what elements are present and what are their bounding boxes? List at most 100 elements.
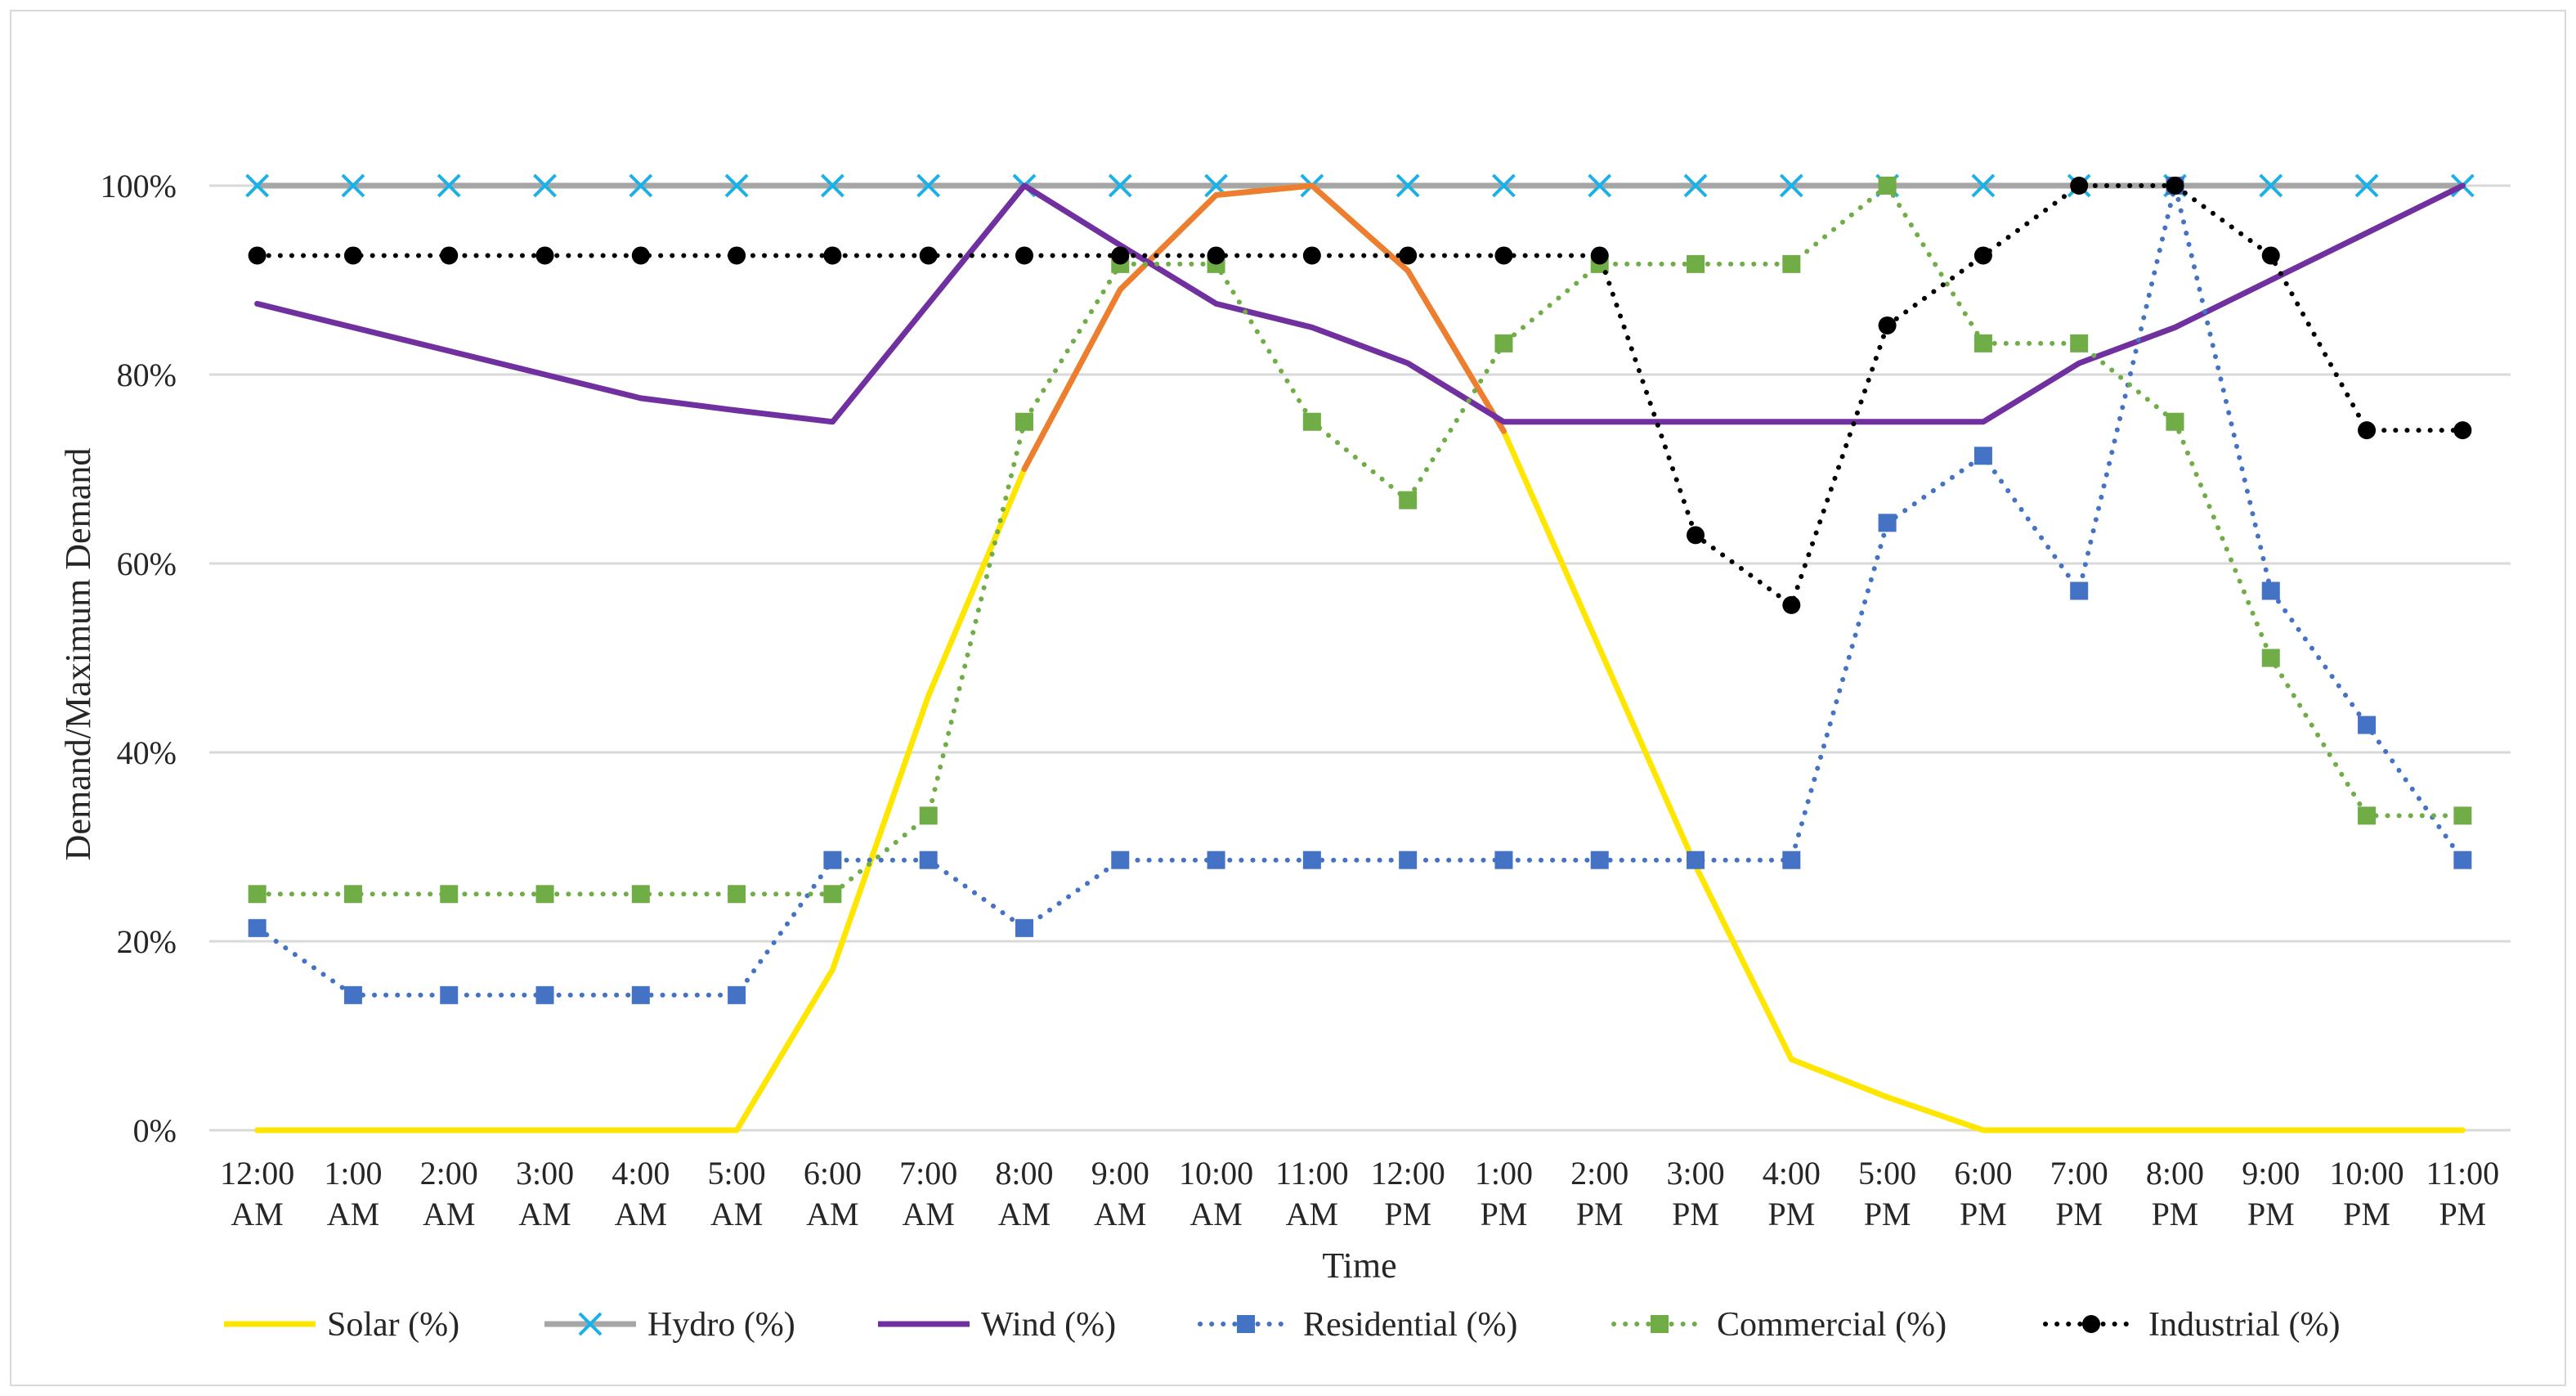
data-point — [535, 885, 554, 904]
data-point — [248, 246, 267, 265]
legend-label: Solar (%) — [327, 1306, 459, 1344]
x-tick-label-time: 2:00 — [1570, 1155, 1628, 1192]
x-tick-label-time: 3:00 — [516, 1155, 574, 1192]
x-tick-label-ampm: AM — [1094, 1196, 1146, 1232]
y-tick-label: 0% — [133, 1112, 177, 1149]
data-point — [1973, 447, 1992, 465]
series-solar — [254, 182, 2466, 1133]
series-line — [254, 183, 2466, 998]
series-line — [254, 182, 2466, 1133]
x-tick-label-time: 9:00 — [2242, 1155, 2300, 1192]
data-point — [1111, 246, 1130, 265]
x-tick-label-time: 6:00 — [804, 1155, 862, 1192]
data-point — [631, 985, 650, 1004]
data-point — [1015, 918, 1033, 937]
data-point — [1399, 246, 1418, 265]
x-tick-label-ampm: AM — [806, 1196, 858, 1232]
x-tick-label-time: 8:00 — [2146, 1155, 2204, 1192]
data-point — [248, 885, 267, 904]
legend-marker — [1237, 1315, 1255, 1333]
x-tick-label-time: 11:00 — [2426, 1155, 2500, 1192]
series-industrial — [248, 177, 2472, 614]
x-tick-label-time: 12:00 — [1371, 1155, 1445, 1192]
legend-marker — [1651, 1315, 1669, 1333]
data-point — [1494, 334, 1513, 352]
data-point — [343, 885, 362, 904]
data-point — [1683, 173, 1708, 198]
x-tick-label-ampm: PM — [1864, 1196, 1911, 1232]
x-tick-label-ampm: PM — [2343, 1196, 2390, 1232]
data-point — [728, 885, 746, 904]
data-point — [1302, 851, 1321, 869]
series-residential — [248, 177, 2472, 1004]
data-point — [1878, 514, 1897, 532]
data-point — [1687, 526, 1705, 545]
data-point — [341, 173, 365, 198]
x-tick-label-time: 11:00 — [1275, 1155, 1349, 1192]
series-line — [254, 183, 2466, 897]
legend-marker — [2082, 1315, 2100, 1333]
x-tick-label-ampm: PM — [2055, 1196, 2103, 1232]
y-tick-label: 20% — [117, 923, 177, 960]
data-point — [1782, 254, 1801, 273]
data-point — [823, 885, 842, 904]
data-point — [2453, 421, 2472, 440]
data-point — [1207, 246, 1225, 265]
data-point — [2070, 177, 2089, 195]
x-tick-label-time: 4:00 — [612, 1155, 670, 1192]
series-line — [254, 183, 2466, 608]
series-commercial — [248, 177, 2472, 904]
data-point — [2070, 334, 2089, 352]
x-tick-label-time: 4:00 — [1763, 1155, 1821, 1192]
data-point — [1015, 412, 1033, 431]
data-point — [823, 851, 842, 869]
legend-label: Industrial (%) — [2148, 1306, 2340, 1344]
x-tick-label-ampm: AM — [423, 1196, 475, 1232]
x-tick-label-ampm: PM — [1767, 1196, 1815, 1232]
data-point — [919, 851, 938, 869]
x-tick-label-ampm: PM — [1481, 1196, 1528, 1232]
data-point — [2261, 581, 2280, 600]
data-point — [1687, 851, 1705, 869]
x-axis-ticks: 12:00 AM 1:00 AM 2:00 AM 3:00 AM 4:00 AM 5:00 AM 6:0… — [220, 1155, 2499, 1232]
data-point — [1302, 246, 1321, 265]
x-tick-label-time: 10:00 — [2330, 1155, 2404, 1192]
data-point — [2261, 649, 2280, 667]
x-tick-label-time: 5:00 — [1858, 1155, 1916, 1192]
x-tick-label-ampm: PM — [1384, 1196, 1431, 1232]
data-point — [1396, 173, 1420, 198]
y-tick-label: 40% — [117, 734, 177, 771]
data-point — [728, 246, 746, 265]
y-tick-label: 100% — [101, 168, 177, 204]
data-point — [728, 985, 746, 1004]
data-point — [1111, 851, 1130, 869]
data-point — [535, 985, 554, 1004]
data-point — [2358, 421, 2377, 440]
x-tick-label-time: 7:00 — [899, 1155, 957, 1192]
data-point — [1399, 491, 1418, 509]
x-tick-label-ampm: AM — [615, 1196, 667, 1232]
series-line — [254, 182, 2466, 425]
data-point — [1973, 334, 1992, 352]
legend-label: Residential (%) — [1303, 1306, 1517, 1344]
data-point — [2166, 412, 2184, 431]
data-point — [1973, 246, 1992, 265]
data-point — [1588, 173, 1612, 198]
data-point — [1590, 246, 1609, 265]
x-tick-label-ampm: PM — [2439, 1196, 2486, 1232]
data-point — [437, 173, 461, 198]
legend-marker — [578, 1312, 603, 1336]
data-point — [343, 985, 362, 1004]
data-point — [823, 246, 842, 265]
legend-entry: Wind (%) — [878, 1306, 1116, 1344]
x-tick-label-ampm: AM — [902, 1196, 954, 1232]
x-tick-label-ampm: PM — [1960, 1196, 2007, 1232]
data-point — [1494, 851, 1513, 869]
data-point — [2453, 806, 2472, 825]
x-axis-title: Time — [1322, 1246, 1396, 1286]
x-tick-label-time: 1:00 — [1475, 1155, 1533, 1192]
data-point — [919, 246, 938, 265]
data-point — [440, 885, 459, 904]
data-point — [1971, 173, 1996, 198]
x-tick-label-ampm: AM — [1189, 1196, 1242, 1232]
